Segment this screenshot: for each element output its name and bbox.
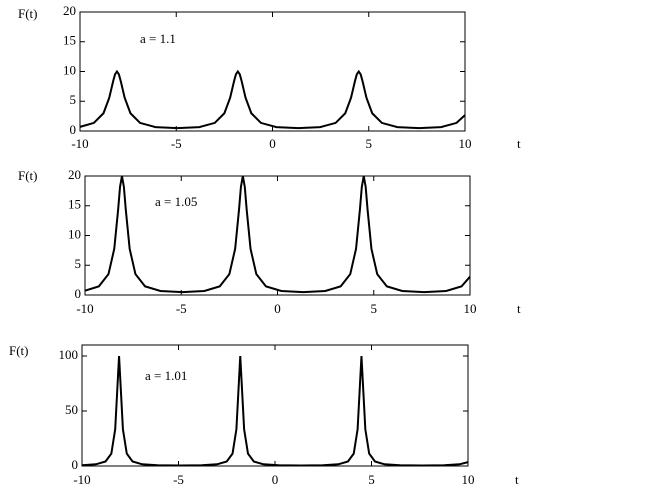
y-tick-label: 0: [75, 286, 82, 301]
y-axis-label: F(t): [9, 343, 29, 358]
y-tick-label: 10: [68, 226, 81, 241]
x-tick-label: -5: [176, 301, 187, 316]
annotation: a = 1.1: [140, 31, 176, 46]
y-tick-label: 10: [63, 62, 76, 77]
y-tick-label: 100: [59, 347, 79, 362]
x-tick-label: 0: [272, 472, 279, 487]
line: [84, 175, 471, 294]
y-tick-label: 0: [72, 457, 79, 472]
line: [79, 69, 466, 130]
x-tick-label: 10: [459, 136, 472, 151]
x-tick-label: 0: [274, 301, 281, 316]
x-axis-label: t: [517, 301, 521, 316]
x-tick-label: 0: [269, 136, 276, 151]
x-tick-label: -10: [73, 472, 90, 487]
x-tick-label: 10: [462, 472, 475, 487]
y-tick-label: 5: [70, 92, 77, 107]
annotation: a = 1.01: [145, 368, 187, 383]
plot-frame: [79, 11, 466, 132]
y-tick-label: 15: [68, 197, 81, 212]
y-tick-label: 20: [63, 3, 76, 18]
x-axis-label: t: [515, 472, 519, 487]
y-axis-label: F(t): [18, 6, 38, 21]
y-tick-label: 50: [65, 402, 78, 417]
x-tick-label: 5: [371, 301, 378, 316]
y-tick-label: 0: [70, 122, 77, 137]
line: [81, 355, 469, 467]
x-tick-label: 5: [368, 472, 375, 487]
x-tick-label: -5: [173, 472, 184, 487]
plot-frame: [81, 344, 469, 467]
y-axis-label: F(t): [18, 168, 38, 183]
x-tick-label: -10: [71, 136, 88, 151]
x-tick-label: 10: [464, 301, 477, 316]
x-tick-label: -5: [171, 136, 182, 151]
y-tick-label: 20: [68, 167, 81, 182]
x-tick-label: -10: [76, 301, 93, 316]
x-tick-label: 5: [366, 136, 373, 151]
x-axis-label: t: [517, 136, 521, 151]
annotation: a = 1.05: [155, 194, 197, 209]
plot-frame: [84, 175, 471, 296]
y-tick-label: 15: [63, 33, 76, 48]
y-tick-label: 5: [75, 256, 82, 271]
